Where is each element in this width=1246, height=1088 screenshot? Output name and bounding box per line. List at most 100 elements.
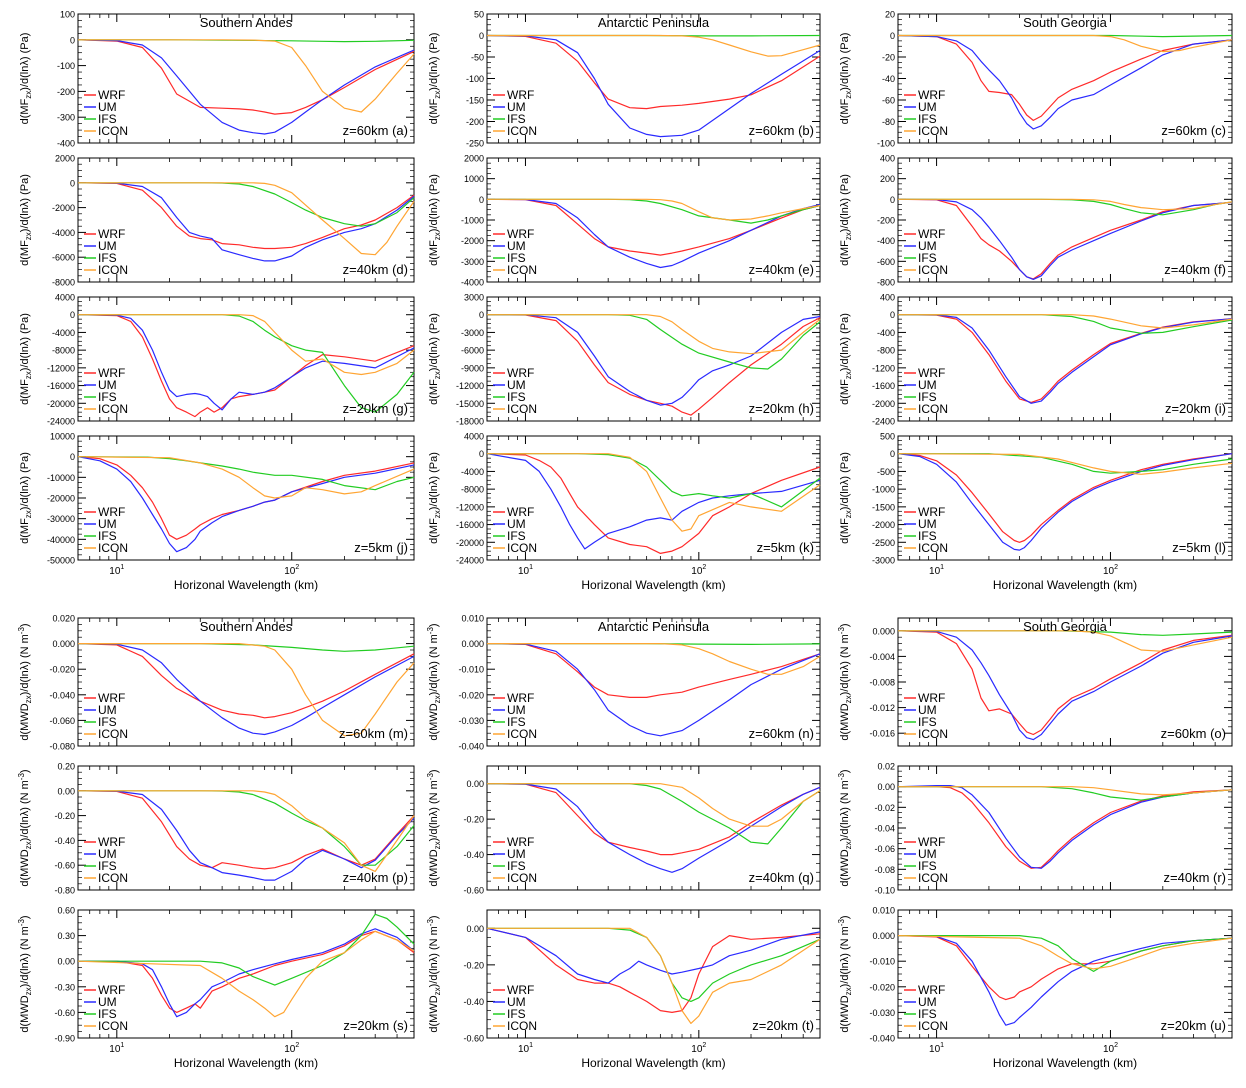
y-tick-label: 0.000 <box>461 639 484 649</box>
x-tick-label: 101 <box>929 1042 944 1055</box>
y-axis-label: d(MFzx)/d(lnλ) (Pa) <box>839 313 853 405</box>
series-line-wrf <box>486 453 821 554</box>
y-tick-label: -2000 <box>461 236 484 246</box>
series-line-um <box>897 935 1233 1026</box>
y-tick-label: -600 <box>877 257 895 267</box>
panel-m: 0.020 0.000 -0.020 -0.040 -0.060 -0.080 d(MWDz… <box>17 614 415 752</box>
y-tick-label: -2500 <box>872 538 895 548</box>
legend-label-wrf: WRF <box>98 505 125 519</box>
y-axis-label: d(MFzx)/d(lnλ) (Pa) <box>428 174 442 266</box>
legend-label-icon: ICON <box>507 541 537 555</box>
panel-s: 101 102 0.60 0.30 0.00 -0.30 -0.60 -0.90 d(MWDzx… <box>17 906 415 1055</box>
legend-label-wrf: WRF <box>98 691 125 705</box>
y-tick-label: -80 <box>882 117 895 127</box>
series-line-um <box>486 34 821 138</box>
y-tick-label: 0.000 <box>872 626 895 636</box>
legend-label-wrf: WRF <box>507 366 534 380</box>
y-tick-label: -0.80 <box>54 886 75 896</box>
y-axis-label: d(MWDzx)/d(lnλ) (N m-3) <box>17 915 33 1032</box>
series-line-um <box>486 927 821 984</box>
panel-annotation: z=40km (f) <box>1164 262 1226 277</box>
panel-annotation: z=60km (c) <box>1161 123 1226 138</box>
y-axis-label: d(MFzx)/d(lnλ) (Pa) <box>839 174 853 266</box>
y-tick-label: -12000 <box>456 502 484 512</box>
series-line-icon <box>897 935 1233 970</box>
series-line-icon <box>487 927 821 1024</box>
legend-label-um: UM <box>507 378 526 392</box>
series-line-icon <box>487 453 821 532</box>
y-tick-label: -0.040 <box>49 690 75 700</box>
y-tick-label: 0 <box>890 31 895 41</box>
plot-frame <box>897 157 1233 283</box>
legend-label-um: UM <box>507 995 526 1009</box>
panel-r: 0.02 0.00 -0.02 -0.04 -0.06 -0.08 -0.10 d(MWDzx… <box>837 762 1233 896</box>
y-tick-label: -0.02 <box>874 803 895 813</box>
y-tick-label: -500 <box>877 467 895 477</box>
y-tick-label: -0.40 <box>54 836 75 846</box>
series-line-icon <box>487 198 821 221</box>
plot-frame <box>77 765 415 891</box>
x-tick-label: 102 <box>284 1042 299 1055</box>
y-tick-label: -300 <box>57 113 75 123</box>
y-axis-label: d(MFzx)/d(lnλ) (Pa) <box>19 174 33 266</box>
series-line-ifs <box>78 913 415 986</box>
legend-label-icon: ICON <box>98 402 128 416</box>
series-line-um <box>486 643 821 737</box>
legend-label-um: UM <box>507 239 526 253</box>
y-tick-label: 3000 <box>464 293 484 303</box>
legend-label-icon: ICON <box>507 871 537 885</box>
y-tick-label: 0.000 <box>52 639 75 649</box>
panel-annotation: z=40km (d) <box>343 262 408 277</box>
x-axis-label: Horizonal Wavelength (km) <box>581 1056 725 1070</box>
legend-label-ifs: IFS <box>98 715 117 729</box>
y-tick-label: -0.20 <box>463 960 484 970</box>
x-tick-label: 102 <box>691 1042 706 1055</box>
y-tick-label: 500 <box>880 432 895 442</box>
legend-label-ifs: IFS <box>918 251 937 265</box>
y-tick-label: -3000 <box>872 556 895 566</box>
series-line-icon <box>898 198 1233 211</box>
y-axis-label: d(MWDzx)/d(lnλ) (N m-3) <box>837 623 853 740</box>
y-tick-label: -200 <box>877 216 895 226</box>
series-line-icon <box>78 182 415 256</box>
y-tick-label: -50000 <box>47 556 75 566</box>
series-line-wrf <box>77 643 415 719</box>
panel-f: 400 200 0 -200 -400 -600 -800 d(MFzx)/d(lnλ) (P… <box>839 154 1233 288</box>
legend-label-icon: ICON <box>918 124 948 138</box>
legend-label-um: UM <box>918 239 937 253</box>
panel-annotation: z=5km (j) <box>354 540 408 555</box>
series-line-icon <box>77 930 415 1018</box>
y-tick-label: 400 <box>880 154 895 164</box>
series-line-um <box>897 34 1233 130</box>
y-tick-label: -0.04 <box>874 824 895 834</box>
x-tick-label: 101 <box>929 564 944 577</box>
y-tick-label: 0 <box>70 452 75 462</box>
panel-annotation: z=40km (e) <box>749 262 814 277</box>
legend-label-wrf: WRF <box>507 505 534 519</box>
panel-i: 400 0 -400 -800 -1200 -1600 -2000 -2400 d(MFzx)/… <box>839 293 1233 427</box>
y-tick-label: -0.20 <box>463 815 484 825</box>
legend-label-ifs: IFS <box>507 715 526 729</box>
y-tick-label: -100 <box>877 139 895 149</box>
y-tick-label: -2000 <box>872 520 895 530</box>
y-tick-label: -8000 <box>52 278 75 288</box>
series-line-um <box>897 630 1233 741</box>
series-line-um <box>486 453 821 550</box>
legend-label-icon: ICON <box>98 871 128 885</box>
legend-label-ifs: IFS <box>507 251 526 265</box>
legend-label-um: UM <box>507 703 526 717</box>
panel-q: 0.00 -0.20 -0.40 -0.60 d(MWDzx)/d(lnλ) (N m-… <box>426 765 821 896</box>
legend-label-icon: ICON <box>98 263 128 277</box>
y-tick-label: 0.20 <box>57 762 75 772</box>
legend-label-icon: ICON <box>507 402 537 416</box>
y-tick-label: -200 <box>57 87 75 97</box>
legend-label-icon: ICON <box>98 124 128 138</box>
legend-label-ifs: IFS <box>918 112 937 126</box>
legend-label-um: UM <box>507 100 526 114</box>
x-tick-label: 102 <box>284 564 299 577</box>
series-line-icon <box>487 314 821 355</box>
series-line-ifs <box>898 935 1233 972</box>
panel-annotation: z=20km (g) <box>343 401 408 416</box>
y-tick-label: 1000 <box>464 174 484 184</box>
y-tick-label: -400 <box>877 328 895 338</box>
